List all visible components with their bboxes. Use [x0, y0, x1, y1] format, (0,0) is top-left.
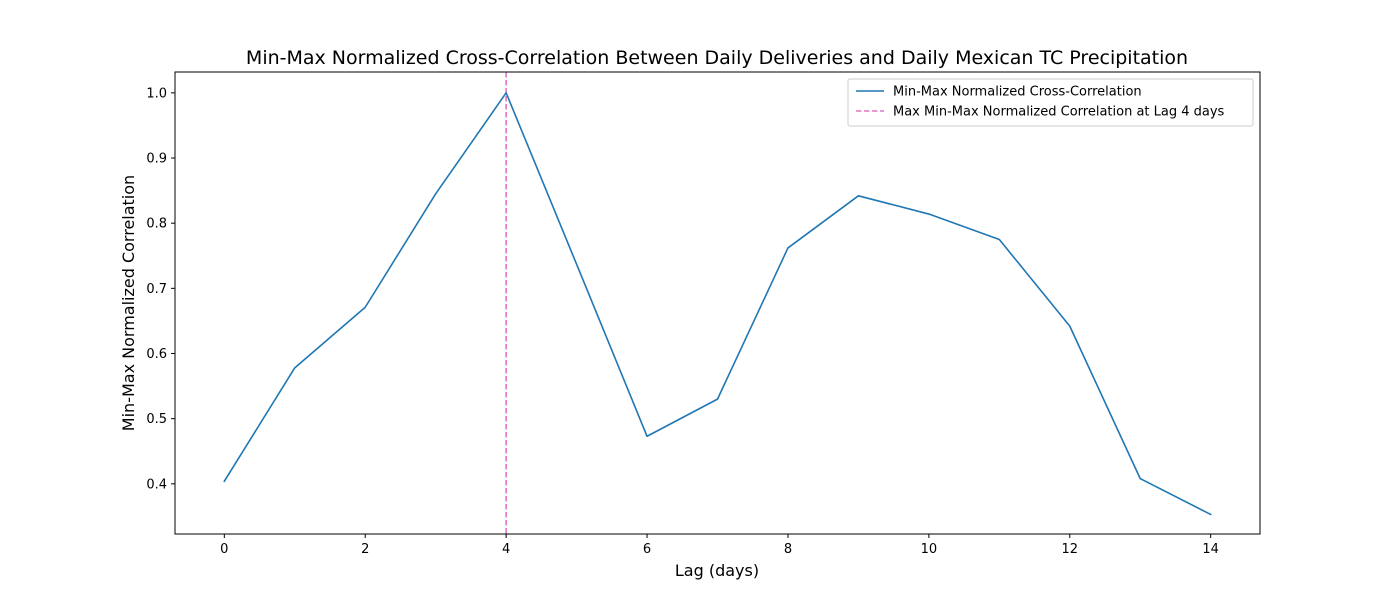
- legend-label-max-lag: Max Min-Max Normalized Correlation at La…: [893, 105, 1225, 120]
- series-line-cross-correlation: [224, 93, 1210, 515]
- y-tick-label: 0.4: [146, 477, 167, 492]
- x-tick-label: 6: [643, 542, 651, 557]
- y-tick-label: 0.7: [146, 282, 167, 297]
- x-tick-label: 12: [1061, 542, 1078, 557]
- y-tick-label: 0.5: [146, 412, 167, 427]
- x-tick-label: 4: [502, 542, 510, 557]
- x-tick-label: 14: [1202, 542, 1219, 557]
- y-tick-label: 0.8: [146, 217, 167, 232]
- axis-ticks: 0 2 4 6 8 10 12 14 0.4 0.5 0.6 0.7 0.8 0.9 1.0: [146, 86, 1219, 557]
- x-tick-label: 0: [220, 542, 228, 557]
- x-tick-label: 8: [784, 542, 792, 557]
- x-axis-label: Lag (days): [675, 561, 759, 580]
- legend-label-cross-correlation: Min-Max Normalized Cross-Correlation: [893, 85, 1142, 100]
- plot-frame: [175, 72, 1260, 534]
- chart-legend: Min-Max Normalized Cross-Correlation Max…: [848, 79, 1253, 126]
- x-tick-label: 10: [921, 542, 938, 557]
- y-tick-label: 0.6: [146, 347, 167, 362]
- chart-title: Min-Max Normalized Cross-Correlation Bet…: [246, 47, 1188, 69]
- y-tick-label: 0.9: [146, 152, 167, 167]
- y-tick-label: 1.0: [146, 86, 167, 101]
- plot-area: [224, 72, 1210, 534]
- y-axis-label: Min-Max Normalized Correlation: [119, 175, 138, 431]
- x-tick-label: 2: [361, 542, 369, 557]
